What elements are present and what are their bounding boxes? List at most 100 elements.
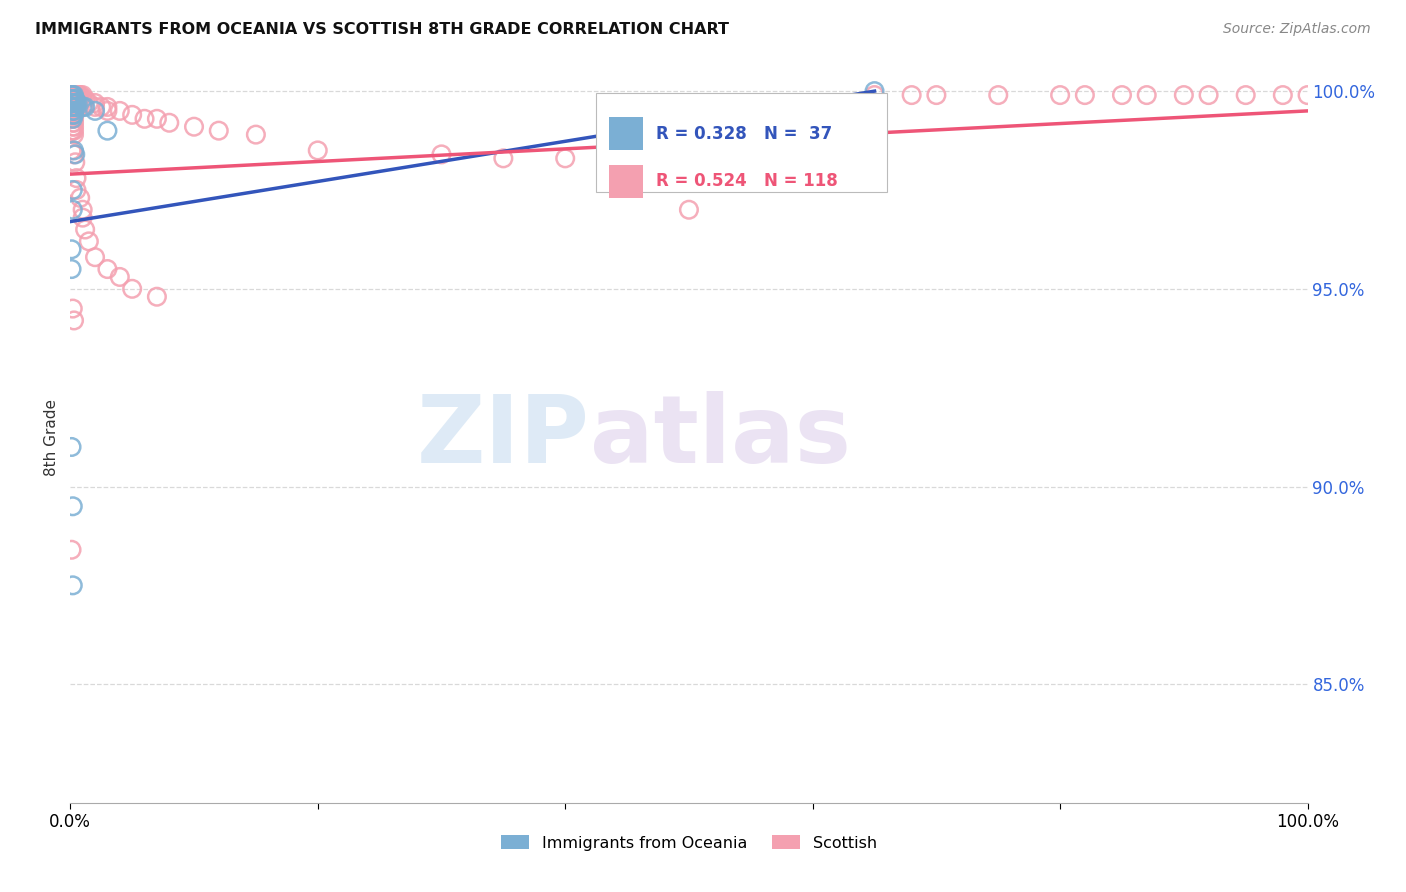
Point <box>62 103 84 118</box>
Point <box>1074 88 1097 103</box>
Point <box>60 88 83 103</box>
Point <box>63 92 86 106</box>
Point <box>60 88 83 103</box>
Point <box>60 88 83 103</box>
Point <box>925 88 948 103</box>
Point <box>430 147 453 161</box>
Point <box>75 92 97 106</box>
Point <box>65 155 87 169</box>
Point <box>60 262 83 277</box>
Point <box>66 92 89 106</box>
Point <box>62 301 84 316</box>
Point <box>63 313 86 327</box>
Point <box>183 120 205 134</box>
Point <box>60 100 83 114</box>
Point <box>60 95 83 110</box>
Point <box>63 95 86 110</box>
Point <box>62 123 84 137</box>
Point <box>65 92 87 106</box>
Point <box>1198 88 1220 103</box>
Point <box>62 202 84 217</box>
Text: Source: ZipAtlas.com: Source: ZipAtlas.com <box>1223 22 1371 37</box>
Point <box>63 100 86 114</box>
Point <box>62 100 84 114</box>
Point <box>63 120 86 134</box>
Point <box>1234 88 1257 103</box>
Point <box>60 95 83 110</box>
Point <box>60 92 83 106</box>
Point <box>1296 88 1319 103</box>
Point <box>63 147 86 161</box>
Point <box>60 112 83 126</box>
Point <box>63 144 86 158</box>
Point <box>63 88 86 103</box>
Point <box>62 116 84 130</box>
Point <box>1173 88 1195 103</box>
Point <box>62 112 84 126</box>
Text: IMMIGRANTS FROM OCEANIA VS SCOTTISH 8TH GRADE CORRELATION CHART: IMMIGRANTS FROM OCEANIA VS SCOTTISH 8TH … <box>35 22 730 37</box>
Point <box>146 290 169 304</box>
Point <box>63 95 86 110</box>
Point <box>65 103 87 118</box>
Point <box>72 92 94 106</box>
Point <box>63 116 86 130</box>
Point <box>62 120 84 134</box>
Point <box>62 103 84 118</box>
Point <box>96 103 118 118</box>
Point <box>63 92 86 106</box>
Point <box>69 88 91 103</box>
Point <box>1049 88 1071 103</box>
Text: ZIP: ZIP <box>418 391 591 483</box>
Point <box>157 116 180 130</box>
Point <box>678 202 700 217</box>
Point <box>72 211 94 225</box>
Point <box>65 100 87 114</box>
Point <box>987 88 1010 103</box>
Point <box>62 95 84 110</box>
Point <box>863 84 886 98</box>
Point <box>554 152 576 166</box>
Point <box>63 108 86 122</box>
FancyBboxPatch shape <box>596 94 887 192</box>
Point <box>108 103 131 118</box>
Point <box>62 95 84 110</box>
Point <box>63 123 86 137</box>
Point <box>60 92 83 106</box>
Point <box>62 95 84 110</box>
Point <box>77 235 100 249</box>
Point <box>146 112 169 126</box>
Point <box>60 103 83 118</box>
Point <box>69 191 91 205</box>
Point <box>60 108 83 122</box>
Point <box>1111 88 1133 103</box>
Point <box>62 108 84 122</box>
Point <box>62 92 84 106</box>
Point <box>65 88 87 103</box>
Point <box>65 100 87 114</box>
Point <box>121 108 143 122</box>
Point <box>1136 88 1159 103</box>
Point <box>492 152 515 166</box>
Point <box>63 112 86 126</box>
Point <box>63 128 86 142</box>
Point <box>66 95 89 110</box>
Point <box>65 100 87 114</box>
Point <box>801 159 824 173</box>
Point <box>65 171 87 186</box>
Point <box>84 95 107 110</box>
Point <box>60 144 83 158</box>
Point <box>65 92 87 106</box>
Point <box>60 100 83 114</box>
Point <box>65 88 87 103</box>
Point <box>72 202 94 217</box>
Text: R = 0.524   N = 118: R = 0.524 N = 118 <box>655 172 838 190</box>
Point <box>307 144 329 158</box>
Point <box>65 183 87 197</box>
Point <box>60 95 83 110</box>
Point <box>121 282 143 296</box>
Point <box>108 269 131 284</box>
Point <box>62 88 84 103</box>
Point <box>62 112 84 126</box>
Text: atlas: atlas <box>591 391 851 483</box>
Point <box>90 100 112 114</box>
